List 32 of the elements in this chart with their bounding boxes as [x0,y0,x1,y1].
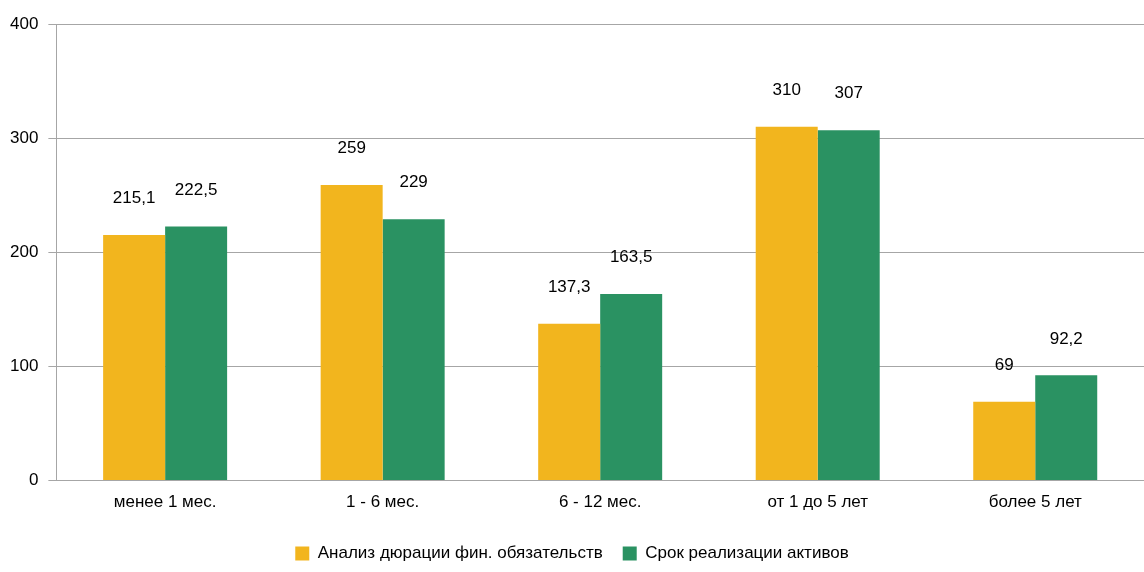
x-tick-label: менее 1 мес. [113,492,217,512]
y-tick-label: 200 [9,241,39,261]
data-label: 92,2 [1049,328,1083,348]
data-label: 259 [337,138,366,158]
bar [538,323,601,481]
data-label: 307 [834,83,863,103]
data-label: 222,5 [174,179,218,199]
x-tick-label: более 5 лет [988,492,1083,512]
bar [973,401,1036,481]
data-label: 229 [399,172,428,192]
data-label: 163,5 [609,247,653,267]
data-label: 137,3 [547,277,591,297]
bar [320,184,383,481]
bar [103,235,166,481]
x-tick-label: 1 - 6 мес. [346,492,420,512]
y-tick-label: 0 [28,470,39,490]
x-tick-label: от 1 до 5 лет [767,492,869,512]
data-label: 310 [772,79,801,99]
bar [382,219,445,481]
data-label: 69 [994,355,1014,375]
bar [817,130,880,481]
bar [1035,375,1098,481]
bar [600,293,663,481]
bar [755,126,818,481]
x-tick-label: 6 - 12 мес. [558,492,642,512]
bar [165,226,228,481]
y-tick-label: 100 [9,356,39,376]
legend-label: Срок реализации активов [645,543,849,563]
y-tick-label: 300 [9,127,39,147]
legend-label: Анализ дюрации фин. обязательств [317,543,603,563]
y-tick-label: 400 [9,13,39,33]
data-label: 215,1 [112,188,156,208]
